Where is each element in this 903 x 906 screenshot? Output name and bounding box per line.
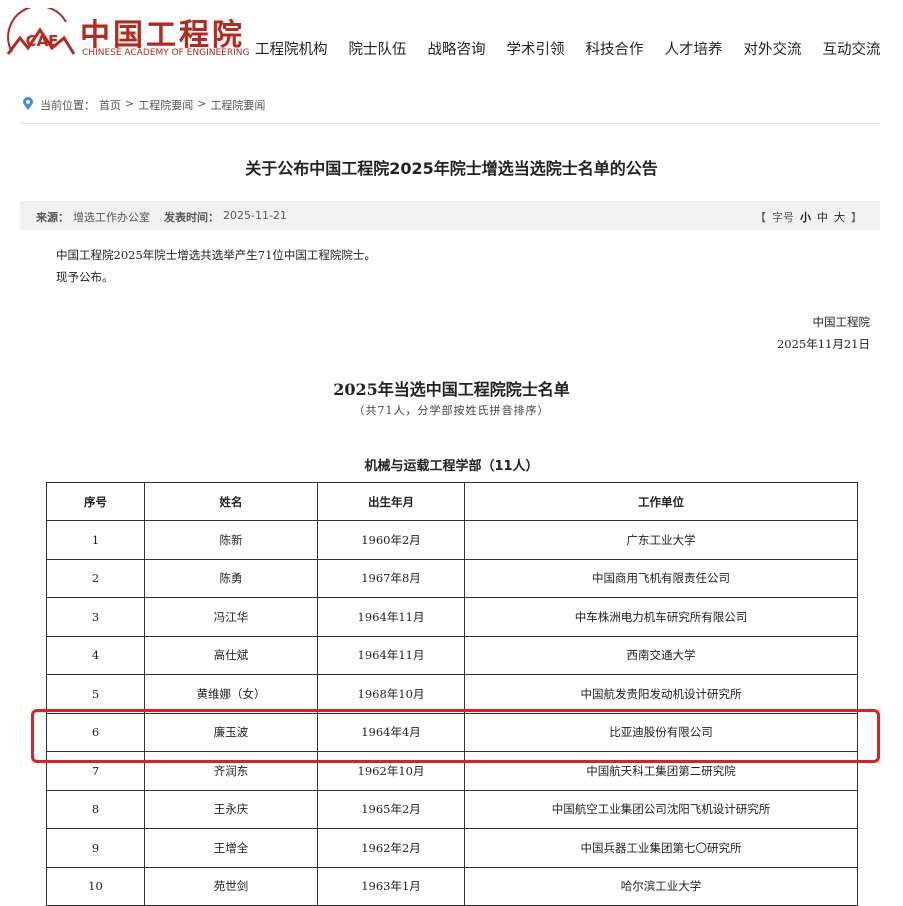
table-cell: 9	[46, 828, 145, 868]
table-cell: 冯江华	[144, 597, 318, 637]
table-cell: 1967年8月	[317, 558, 465, 598]
table-cell: 10	[46, 866, 145, 906]
paragraphs: 中国工程院2025年院士增选共选举产生71位中国工程院院士。 现予公布。	[56, 244, 376, 288]
section-title: 机械与运载工程学部（11人）	[364, 459, 539, 474]
table-cell: 中车株洲电力机车研究所有限公司	[464, 597, 858, 637]
table-cell: 王永庆	[144, 789, 318, 829]
table-row: 9 王增全 1962年2月 中国兵器工业集团第七〇研究所	[46, 828, 858, 868]
source: 增选工作办公室	[73, 211, 150, 224]
breadcrumb-separator: >	[197, 97, 207, 110]
list-subtitle: （共71人，分学部按姓氏拼音排序）	[353, 404, 550, 417]
table-cell: 中国兵器工业集团第七〇研究所	[464, 828, 858, 868]
header-cell: 出生年月	[317, 482, 465, 521]
paragraph: 现予公布。	[56, 270, 114, 284]
table-cell: 高仕斌	[144, 635, 318, 675]
logo-mark: CAE	[26, 32, 59, 50]
meta-bar: 来源： 增选工作办公室 发表时间： 2025-11-21 【字号小中大】	[20, 201, 880, 230]
table-row: 10 苑世剑 1963年1月 哈尔滨工业大学	[46, 866, 858, 906]
breadcrumb-label: 当前位置：	[40, 99, 95, 112]
signature-date: 2025年11月21日	[776, 337, 870, 351]
breadcrumb-item[interactable]: 工程院要闻	[210, 99, 266, 112]
table-cell: 西南交通大学	[464, 635, 858, 675]
article-title: 关于公布中国工程院2025年院士增选当选院士名单的公告	[245, 159, 658, 178]
table-cell: 8	[46, 789, 145, 829]
table-cell: 广东工业大学	[464, 520, 858, 560]
nav-item[interactable]: 学术引领	[506, 42, 565, 58]
list-title: 2025年当选中国工程院院士名单	[333, 380, 570, 399]
logo-emblem: CAE	[6, 8, 76, 55]
table-cell: 1964年11月	[317, 597, 465, 637]
table-cell: 1960年2月	[317, 520, 465, 560]
font-size-option[interactable]: 大	[834, 211, 845, 224]
table-cell: 1962年10月	[317, 751, 465, 791]
header-cell: 序号	[46, 482, 145, 521]
table-cell: 2	[46, 558, 145, 598]
table-cell: 齐润东	[144, 751, 318, 791]
source-label: 来源：	[36, 211, 69, 224]
table-row: 1 陈新 1960年2月 广东工业大学	[46, 520, 858, 560]
table-cell: 6	[46, 712, 145, 752]
table-cell: 1964年4月	[317, 712, 465, 752]
table-cell: 1964年11月	[317, 635, 465, 675]
table-cell: 3	[46, 597, 145, 637]
member-table: 序号 姓名 出生年月 工作单位 1 陈新 1960年2月 广东工业大学 2 陈勇 1967年8月 中国…	[46, 482, 858, 906]
nav-item[interactable]: 院士队伍	[348, 42, 407, 58]
nav: 工程院机构 院士队伍 战略咨询 学术引领 科技合作 人才培养 对外交流 互动交流	[255, 38, 881, 59]
header-cell: 姓名	[144, 482, 318, 521]
breadcrumb-separator: >	[125, 97, 135, 110]
table-cell: 5	[46, 674, 145, 714]
table-cell: 1962年2月	[317, 828, 465, 868]
table-cell: 4	[46, 635, 145, 675]
date-label: 发表时间：	[164, 211, 219, 224]
font-size-option[interactable]: 中	[817, 211, 828, 224]
table-row: 4 高仕斌 1964年11月 西南交通大学	[46, 635, 858, 675]
table-cell: 苑世剑	[144, 866, 318, 906]
nav-item[interactable]: 战略咨询	[427, 42, 486, 58]
logo-cn[interactable]: 中国工程院	[80, 18, 245, 53]
table-row: 5 黄维娜（女） 1968年10月 中国航发贵阳发动机设计研究所	[46, 674, 858, 714]
table-row: 3 冯江华 1964年11月 中车株洲电力机车研究所有限公司	[46, 597, 858, 637]
bracket: 【	[755, 211, 766, 224]
table-row: 6 廉玉波 1964年4月 比亚迪股份有限公司	[46, 712, 858, 752]
font-size-option[interactable]: 小	[800, 211, 811, 224]
table-cell: 中国商用飞机有限责任公司	[464, 558, 858, 598]
signature: 中国工程院 2025年11月21日	[777, 311, 870, 355]
table-row: 8 王永庆 1965年2月 中国航空工业集团公司沈阳飞机设计研究所	[46, 789, 858, 829]
table-cell: 1968年10月	[317, 674, 465, 714]
table-cell: 王增全	[144, 828, 318, 868]
font-size-label: 字号	[772, 211, 794, 224]
table-row: 7 齐润东 1962年10月 中国航天科工集团第二研究院	[46, 751, 858, 791]
table-row: 2 陈勇 1967年8月 中国商用飞机有限责任公司	[46, 558, 858, 598]
nav-item[interactable]: 科技合作	[585, 42, 644, 58]
highlight-box	[31, 709, 880, 763]
signature-org: 中国工程院	[812, 315, 871, 329]
table-cell: 1965年2月	[317, 789, 465, 829]
location-icon	[23, 97, 33, 110]
divider	[20, 123, 880, 124]
table-cell: 陈勇	[144, 558, 318, 598]
table-cell: 中国航发贵阳发动机设计研究所	[464, 674, 858, 714]
table-cell: 哈尔滨工业大学	[464, 866, 858, 906]
table-cell: 1963年1月	[317, 866, 465, 906]
table-cell: 廉玉波	[144, 712, 318, 752]
table-cell: 中国航天科工集团第二研究院	[464, 751, 858, 791]
table-cell: 比亚迪股份有限公司	[464, 712, 858, 752]
table-cell: 1	[46, 520, 145, 560]
breadcrumb: 当前位置： 首页 > 工程院要闻 > 工程院要闻	[40, 97, 265, 113]
paragraph: 中国工程院2025年院士增选共选举产生71位中国工程院院士。	[56, 248, 376, 262]
table-cell: 中国航空工业集团公司沈阳飞机设计研究所	[464, 789, 858, 829]
breadcrumb-item[interactable]: 首页	[99, 99, 121, 112]
nav-item[interactable]: 人才培养	[664, 42, 723, 58]
logo-en: CHINESE ACADEMY OF ENGINEERING	[82, 48, 250, 58]
table-cell: 黄维娜（女）	[144, 674, 318, 714]
nav-item[interactable]: 互动交流	[822, 42, 881, 58]
date: 2025-11-21	[223, 209, 287, 222]
breadcrumb-item[interactable]: 工程院要闻	[138, 99, 194, 112]
header-cell: 工作单位	[464, 482, 858, 521]
nav-item[interactable]: 工程院机构	[255, 42, 328, 58]
nav-item[interactable]: 对外交流	[743, 42, 802, 58]
table-cell: 陈新	[144, 520, 318, 560]
bracket: 】	[851, 211, 862, 224]
